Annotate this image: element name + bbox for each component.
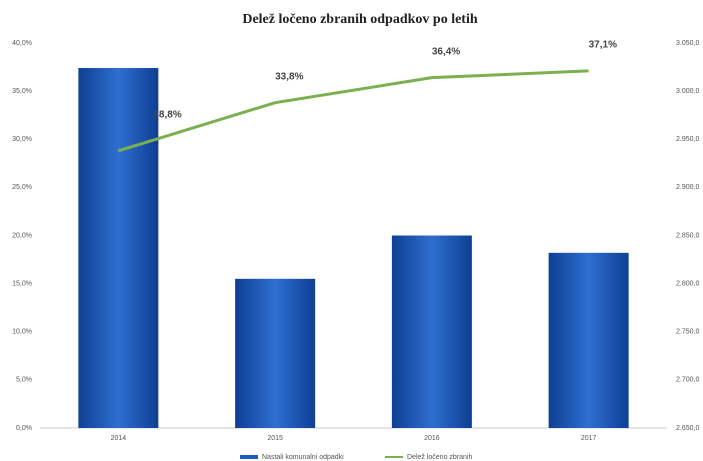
legend-swatch — [240, 455, 258, 459]
y2-tick-label: 2.700,0 — [676, 377, 699, 384]
y2-tick-label: 2.850,0 — [676, 232, 699, 239]
x-tick-label: 2016 — [424, 435, 440, 442]
y2-tick-label: 2.650,0 — [676, 425, 699, 432]
x-tick-label: 2015 — [267, 435, 283, 442]
y2-tick-label: 2.750,0 — [676, 329, 699, 336]
data-label: 37,1% — [589, 40, 617, 51]
x-tick-label: 2017 — [581, 435, 597, 442]
y2-tick-label: 3.000,0 — [676, 88, 699, 95]
chart-title: Delež ločeno zbranih odpadkov po letih — [242, 12, 478, 27]
legend-label: Delež ločeno zbranih — [407, 454, 472, 461]
y2-tick-label: 2.900,0 — [676, 184, 699, 191]
bar — [78, 68, 159, 429]
bar — [548, 252, 629, 428]
y-tick-label: 15,0% — [12, 280, 32, 287]
bar — [235, 278, 316, 428]
legend-label: Nastali komunalni odpadki — [262, 454, 344, 461]
data-label: 28,8% — [153, 109, 181, 120]
y-tick-label: 30,0% — [12, 136, 32, 143]
y-tick-label: 35,0% — [12, 88, 32, 95]
y-tick-label: 5,0% — [16, 377, 32, 384]
line — [117, 69, 589, 153]
y2-tick-label: 3.050,0 — [676, 40, 699, 47]
y-tick-label: 20,0% — [12, 232, 32, 239]
y-tick-label: 40,0% — [12, 40, 32, 47]
y-tick-label: 25,0% — [12, 184, 32, 191]
data-label: 33,8% — [275, 71, 303, 82]
data-label: 36,4% — [432, 46, 460, 57]
y2-tick-label: 2.950,0 — [676, 136, 699, 143]
y2-tick-label: 2.800,0 — [676, 280, 699, 287]
y-tick-label: 0,0% — [16, 425, 32, 432]
bar — [391, 235, 472, 428]
x-tick-label: 2014 — [111, 435, 127, 442]
y-tick-label: 10,0% — [12, 329, 32, 336]
